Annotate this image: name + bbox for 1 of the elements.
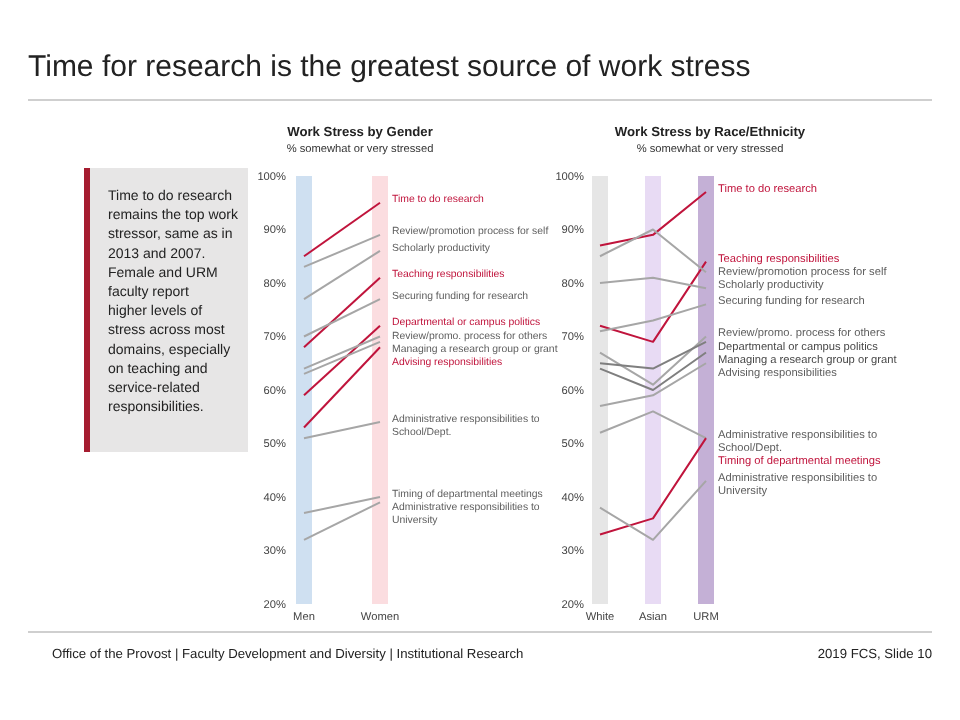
- text: Time for research is the greatest source of work stress: [28, 50, 751, 84]
